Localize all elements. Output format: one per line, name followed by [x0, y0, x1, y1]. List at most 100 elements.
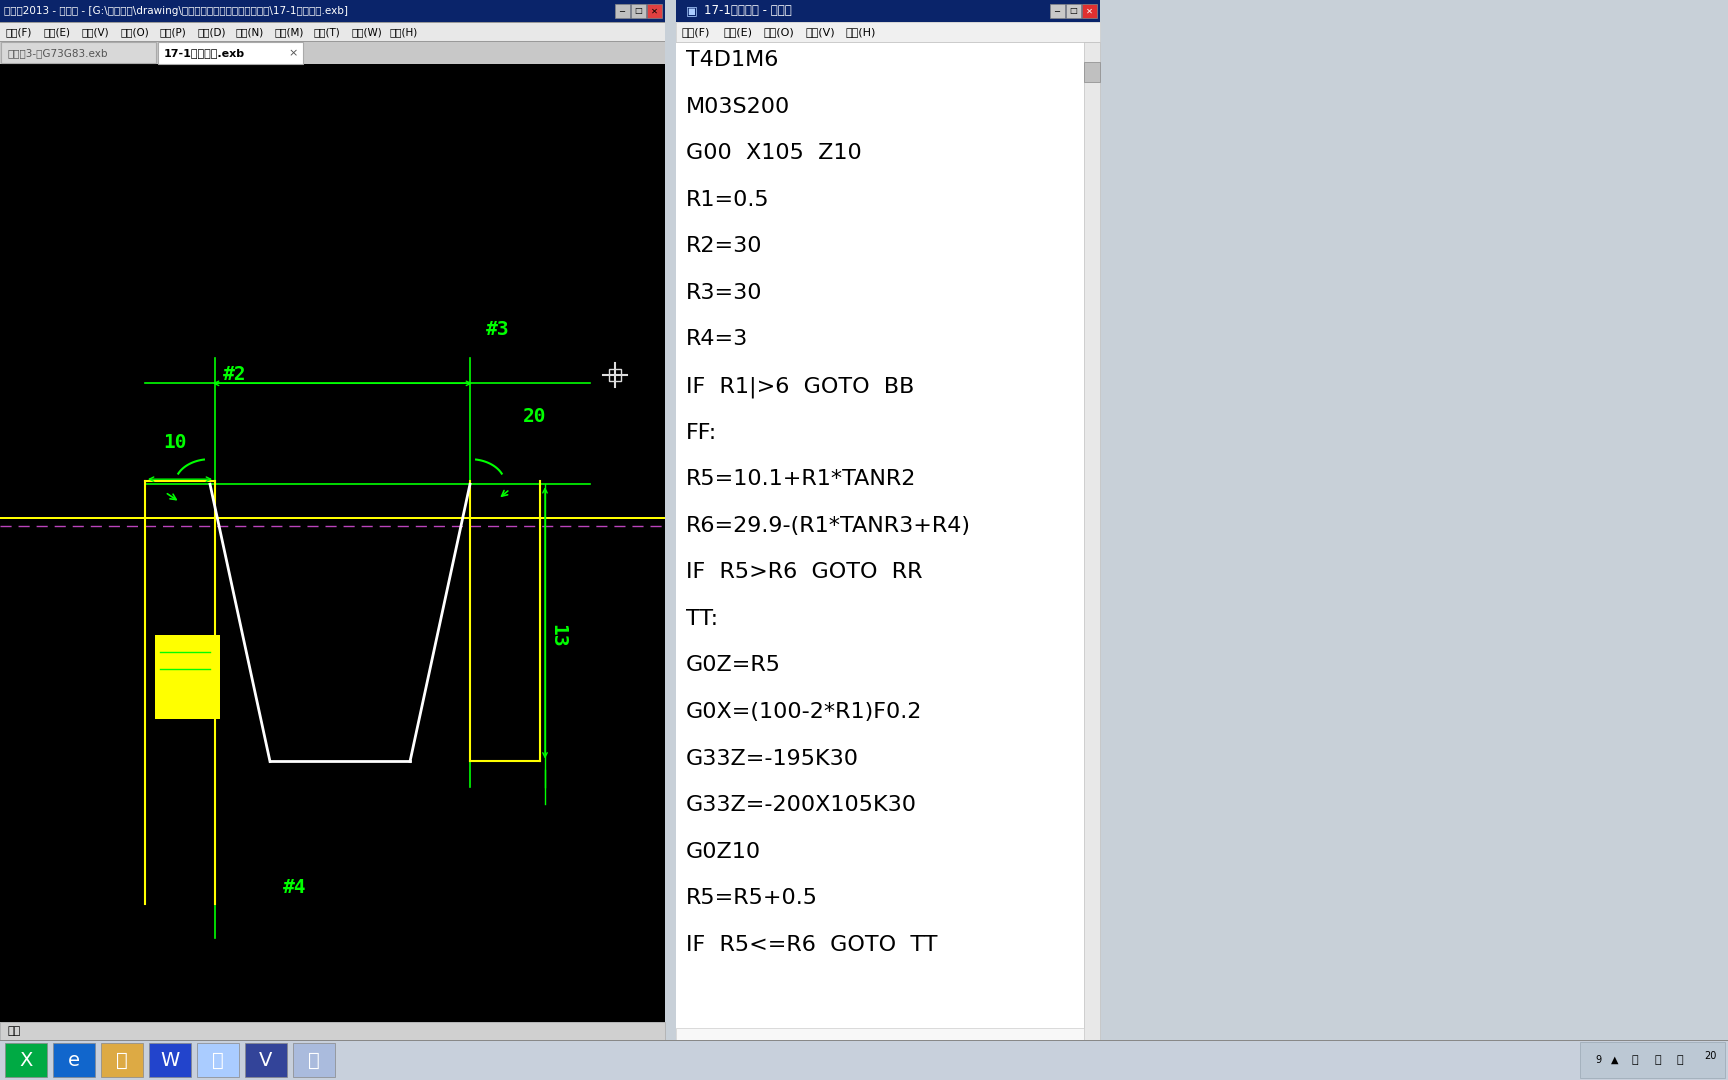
Text: 标注(N): 标注(N)	[237, 27, 264, 37]
Bar	[5, 1043, 47, 1077]
Text: ×: ×	[289, 48, 297, 58]
Bar	[676, 1028, 1083, 1040]
Text: ▣: ▣	[686, 4, 698, 17]
Bar	[1051, 4, 1064, 18]
Bar	[2, 42, 156, 63]
Bar	[157, 42, 302, 64]
Text: #3: #3	[486, 320, 510, 339]
Bar	[1083, 62, 1101, 82]
Text: ─: ─	[1054, 6, 1059, 15]
Text: 🔊: 🔊	[1655, 1055, 1661, 1065]
Bar	[676, 42, 1101, 1040]
Bar	[245, 1043, 287, 1077]
Text: ✕: ✕	[650, 6, 657, 15]
Bar	[1579, 1042, 1725, 1078]
Text: 模型: 模型	[9, 1026, 21, 1036]
Bar	[676, 0, 1101, 22]
Text: 文件(F): 文件(F)	[5, 27, 31, 37]
Text: G0Z10: G0Z10	[686, 841, 760, 862]
Text: 视图(V): 视图(V)	[81, 27, 109, 37]
Text: X: X	[19, 1051, 33, 1069]
Bar	[631, 4, 646, 18]
Text: #2: #2	[223, 365, 247, 384]
Bar	[0, 517, 665, 518]
Text: G0Z=R5: G0Z=R5	[686, 656, 781, 675]
Bar	[676, 0, 1101, 1080]
Text: 🔵: 🔵	[1631, 1055, 1638, 1065]
Bar	[1082, 4, 1097, 18]
Text: G33Z=-195K30: G33Z=-195K30	[686, 748, 859, 769]
Text: FF:: FF:	[686, 422, 717, 443]
Bar	[294, 1043, 335, 1077]
Text: G33Z=-200X105K30: G33Z=-200X105K30	[686, 795, 918, 815]
Text: 文件(F): 文件(F)	[683, 27, 710, 37]
Text: 编辑(E): 编辑(E)	[43, 27, 71, 37]
Bar	[0, 0, 665, 22]
Bar	[676, 22, 1101, 42]
Text: 📄: 📄	[308, 1051, 320, 1069]
Text: 13: 13	[548, 623, 567, 647]
Text: ▲: ▲	[1610, 1055, 1619, 1065]
Text: 格式(O): 格式(O)	[764, 27, 795, 37]
Text: R3=30: R3=30	[686, 283, 762, 302]
Text: 窗口(W): 窗口(W)	[351, 27, 382, 37]
Text: 格式(O): 格式(O)	[121, 27, 149, 37]
Text: 20: 20	[524, 407, 546, 427]
Bar	[0, 1022, 665, 1040]
Text: 🔍: 🔍	[213, 1051, 225, 1069]
Text: IF  R1|>6  GOTO  BB: IF R1|>6 GOTO BB	[686, 376, 914, 397]
Text: TT:: TT:	[686, 609, 719, 629]
Bar	[197, 1043, 238, 1077]
Bar	[54, 1043, 95, 1077]
Bar	[149, 1043, 192, 1077]
Text: T4D1M6: T4D1M6	[686, 50, 778, 70]
Text: 17-1梯形缕纹.exb: 17-1梯形缕纹.exb	[164, 48, 245, 58]
Bar	[615, 4, 631, 18]
Text: IF  R5>R6  GOTO  RR: IF R5>R6 GOTO RR	[686, 563, 923, 582]
Text: 📁: 📁	[116, 1051, 128, 1069]
Text: R4=3: R4=3	[686, 329, 748, 350]
Text: e: e	[67, 1051, 79, 1069]
Text: IF  R5<=R6  GOTO  TT: IF R5<=R6 GOTO TT	[686, 935, 938, 955]
Bar	[646, 4, 662, 18]
Text: 10: 10	[162, 433, 187, 451]
Text: G0X=(100-2*R1)F0.2: G0X=(100-2*R1)F0.2	[686, 702, 923, 723]
Text: ✕: ✕	[1085, 6, 1092, 15]
Text: ─: ─	[620, 6, 624, 15]
Text: #4: #4	[283, 878, 308, 897]
Bar	[0, 1040, 1728, 1080]
Text: □: □	[1070, 6, 1077, 15]
Bar	[0, 0, 665, 1080]
Bar	[100, 1043, 143, 1077]
Text: 修改(M): 修改(M)	[275, 27, 304, 37]
Text: 17-1梯形螺纹 - 记事本: 17-1梯形螺纹 - 记事本	[703, 4, 791, 17]
Text: 帮助(H): 帮助(H)	[391, 27, 418, 37]
Bar	[156, 635, 219, 719]
Bar	[0, 42, 665, 64]
Bar	[1083, 42, 1101, 1040]
Text: R5=10.1+R1*TANR2: R5=10.1+R1*TANR2	[686, 469, 916, 489]
Text: 绘图(D): 绘图(D)	[197, 27, 226, 37]
Text: 编辑(E): 编辑(E)	[722, 27, 752, 37]
Text: 子图板2013 - 机械版 - [G:\操作练习\drawing\数控车床加工零件电子图版文件\17-1梯形缕纹.exb]: 子图板2013 - 机械版 - [G:\操作练习\drawing\数控车床加工零…	[3, 6, 347, 16]
Text: R5=R5+0.5: R5=R5+0.5	[686, 888, 817, 908]
Text: V: V	[259, 1051, 273, 1069]
Text: 幅面(P): 幅面(P)	[159, 27, 185, 37]
Text: R1=0.5: R1=0.5	[686, 190, 769, 210]
Text: M03S200: M03S200	[686, 96, 790, 117]
Text: W: W	[161, 1051, 180, 1069]
Text: □: □	[634, 6, 641, 15]
Text: R2=30: R2=30	[686, 237, 762, 256]
Text: 主程序3-仿G73G83.exb: 主程序3-仿G73G83.exb	[9, 48, 109, 58]
Text: 帮助(H): 帮助(H)	[847, 27, 876, 37]
Bar	[608, 369, 620, 381]
Bar	[0, 22, 665, 42]
Text: 查看(V): 查看(V)	[805, 27, 835, 37]
Text: 9: 9	[1595, 1055, 1602, 1065]
Bar	[0, 64, 665, 1022]
Text: 20: 20	[1704, 1051, 1716, 1061]
Text: 📶: 📶	[1676, 1055, 1683, 1065]
Text: R6=29.9-(R1*TANR3+R4): R6=29.9-(R1*TANR3+R4)	[686, 516, 971, 536]
Text: 工具(T): 工具(T)	[313, 27, 340, 37]
Text: G00  X105  Z10: G00 X105 Z10	[686, 144, 862, 163]
